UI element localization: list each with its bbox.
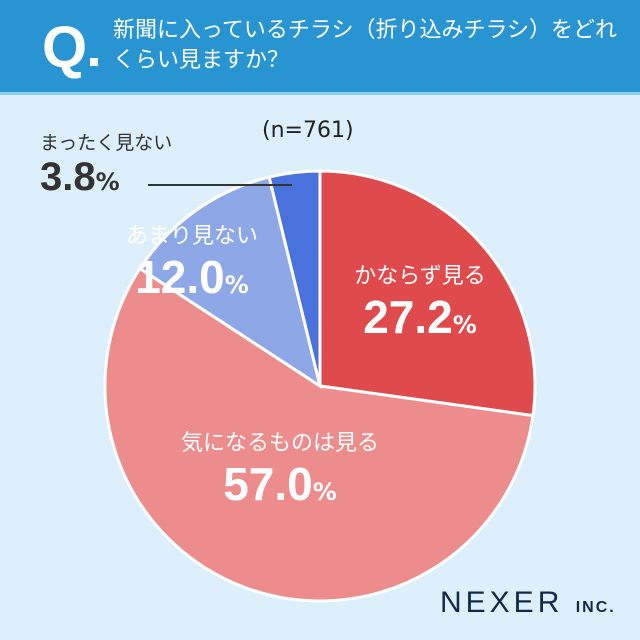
value-label: 12.0 — [135, 251, 225, 303]
unit-label: % — [312, 478, 337, 506]
category-label: まったく見ない — [40, 132, 173, 154]
unit-label: % — [224, 271, 249, 299]
question-title: 新聞に入っているチラシ（折り込みチラシ）をどれくらい見ますか？ — [113, 18, 618, 73]
unit-label: % — [452, 311, 477, 339]
pie-slice-3 — [267, 169, 322, 387]
category-label: 気になるものは見る — [180, 431, 379, 456]
category-label: あまり見ない — [125, 224, 258, 249]
label-rarely: あまり見ない 12.0% — [112, 218, 272, 304]
q-dot — [90, 58, 98, 66]
pie-slice-1 — [103, 266, 535, 603]
q-mark: Q — [42, 15, 88, 80]
label-always: かならず見る 27.2% — [330, 258, 510, 344]
category-label: かならず見る — [354, 264, 486, 289]
label-never: まったく見ない 3.8% — [40, 128, 190, 200]
sample-size: (n=761) — [262, 118, 354, 143]
value-label: 57.0 — [223, 458, 313, 510]
value-label: 3.8 — [40, 155, 96, 199]
pie-slice-2 — [137, 175, 323, 390]
unit-label: % — [95, 168, 120, 196]
label-sometimes: 気になるものは見る 57.0% — [150, 425, 410, 511]
nexer-logo: NEXER INC. — [440, 586, 616, 619]
value-label: 27.2 — [363, 291, 453, 343]
question-header: Q 新聞に入っているチラシ（折り込みチラシ）をどれくらい見ますか？ — [0, 0, 640, 95]
pie-slice-0 — [318, 169, 537, 418]
